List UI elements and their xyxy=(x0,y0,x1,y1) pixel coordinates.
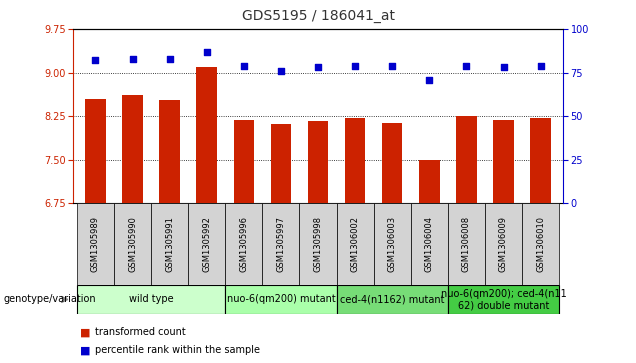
Bar xyxy=(233,120,254,203)
Point xyxy=(499,65,509,70)
Bar xyxy=(225,285,336,314)
Bar xyxy=(122,95,142,203)
Bar xyxy=(77,203,114,285)
Text: nuo-6(qm200); ced-4(n11
62) double mutant: nuo-6(qm200); ced-4(n11 62) double mutan… xyxy=(441,289,567,310)
Text: GSM1305998: GSM1305998 xyxy=(314,216,322,272)
Bar xyxy=(336,203,374,285)
Point xyxy=(461,63,471,69)
Point xyxy=(127,56,137,62)
Bar xyxy=(197,67,217,203)
Bar xyxy=(411,203,448,285)
Bar xyxy=(77,285,225,314)
Bar xyxy=(456,116,476,203)
Bar xyxy=(151,203,188,285)
Text: GSM1306003: GSM1306003 xyxy=(388,216,397,272)
Text: nuo-6(qm200) mutant: nuo-6(qm200) mutant xyxy=(226,294,335,305)
Point xyxy=(313,65,323,70)
Text: transformed count: transformed count xyxy=(95,327,186,337)
Point xyxy=(202,49,212,54)
Text: ced-4(n1162) mutant: ced-4(n1162) mutant xyxy=(340,294,445,305)
Bar xyxy=(336,285,448,314)
Bar xyxy=(114,203,151,285)
Bar xyxy=(530,118,551,203)
Bar xyxy=(300,203,336,285)
Text: GSM1306008: GSM1306008 xyxy=(462,216,471,272)
Bar xyxy=(485,203,522,285)
Bar xyxy=(188,203,225,285)
Point xyxy=(424,77,434,82)
Text: GSM1306010: GSM1306010 xyxy=(536,216,545,272)
Text: GSM1306009: GSM1306009 xyxy=(499,216,508,272)
Text: genotype/variation: genotype/variation xyxy=(3,294,96,305)
Bar xyxy=(419,160,439,203)
Text: ■: ■ xyxy=(80,327,90,337)
Text: GSM1306002: GSM1306002 xyxy=(350,216,359,272)
Point xyxy=(90,57,100,63)
Text: GDS5195 / 186041_at: GDS5195 / 186041_at xyxy=(242,9,394,23)
Point xyxy=(276,68,286,74)
Text: GSM1305997: GSM1305997 xyxy=(277,216,286,272)
Text: GSM1305996: GSM1305996 xyxy=(239,216,248,272)
Text: percentile rank within the sample: percentile rank within the sample xyxy=(95,345,260,355)
Bar xyxy=(494,120,514,203)
Bar xyxy=(345,118,365,203)
Point xyxy=(238,63,249,69)
Bar xyxy=(160,101,180,203)
Bar xyxy=(263,203,300,285)
Bar xyxy=(308,121,328,203)
Bar xyxy=(271,124,291,203)
Bar xyxy=(448,203,485,285)
Bar xyxy=(448,285,559,314)
Bar xyxy=(85,99,106,203)
Text: GSM1305991: GSM1305991 xyxy=(165,216,174,272)
Bar xyxy=(374,203,411,285)
Point xyxy=(387,63,398,69)
Text: GSM1305989: GSM1305989 xyxy=(91,216,100,272)
Text: GSM1305990: GSM1305990 xyxy=(128,216,137,272)
Text: GSM1306004: GSM1306004 xyxy=(425,216,434,272)
Bar xyxy=(522,203,559,285)
Point xyxy=(165,56,175,62)
Bar xyxy=(382,123,403,203)
Text: ■: ■ xyxy=(80,345,90,355)
Text: GSM1305992: GSM1305992 xyxy=(202,216,211,272)
Text: wild type: wild type xyxy=(128,294,174,305)
Bar xyxy=(225,203,263,285)
Point xyxy=(350,63,360,69)
Point xyxy=(536,63,546,69)
